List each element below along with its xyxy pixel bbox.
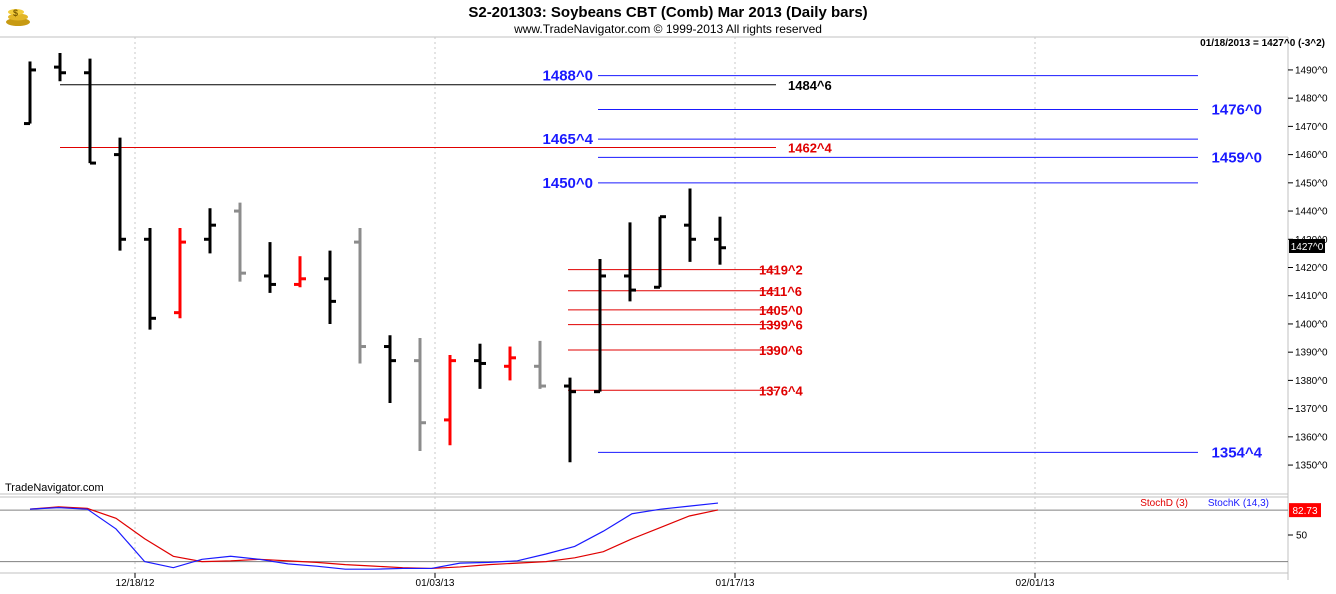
blue-level-label: 1465^4 <box>543 131 594 148</box>
ohlc-bar <box>264 242 276 293</box>
copyright-text: www.TradeNavigator.com © 1999-2013 All r… <box>513 22 822 36</box>
ohlc-bar <box>534 340 546 389</box>
x-tick-label: 01/17/13 <box>716 578 755 589</box>
x-tick-label: 12/18/12 <box>116 578 155 589</box>
y-tick-label: 1490^0 <box>1295 65 1328 76</box>
stoch-k-legend: StochK (14,3) <box>1208 498 1269 509</box>
stoch-d-legend: StochD (3) <box>1140 498 1188 509</box>
ohlc-bar <box>354 227 366 364</box>
chart-title: S2-201303: Soybeans CBT (Comb) Mar 2013 … <box>468 4 867 21</box>
ohlc-bar <box>504 346 516 381</box>
x-axis-ticks: 12/18/12 01/03/13 01/17/13 02/01/13 <box>116 573 1055 589</box>
red-level-label: 1390^6 <box>759 343 803 358</box>
red-level-label: 1399^6 <box>759 318 803 333</box>
y-tick-label: 1410^0 <box>1295 291 1328 302</box>
y-tick-label: 1400^0 <box>1295 319 1328 330</box>
ohlc-bars <box>24 53 726 463</box>
y-tick-label: 1480^0 <box>1295 94 1328 105</box>
stoch-last-value: 82.73 <box>1292 506 1317 517</box>
blue-level-label: 1354^4 <box>1212 444 1263 461</box>
y-tick-label: 1360^0 <box>1295 432 1328 443</box>
ohlc-bar <box>654 215 666 289</box>
y-tick-label: 1460^0 <box>1295 150 1328 161</box>
stoch-series-line <box>29 502 719 570</box>
y-tick-label: 1420^0 <box>1295 263 1328 274</box>
black-level-label: 1484^6 <box>788 78 832 93</box>
blue-level-label: 1488^0 <box>543 68 593 85</box>
ohlc-bar <box>714 216 726 265</box>
last-info-text: 01/18/2013 = 1427^0 (-3^2) <box>1200 38 1325 49</box>
level-lines: 1488^0 1476^0 1465^4 1459^0 1450^0 1354^4 1462… <box>60 68 1263 461</box>
y-tick-label: 1450^0 <box>1295 178 1328 189</box>
red-level-label: 1462^4 <box>788 141 833 156</box>
gold-coins-icon: $ <box>6 8 30 26</box>
ohlc-bar <box>24 61 36 126</box>
y-tick-label: 1390^0 <box>1295 348 1328 359</box>
x-tick-label: 02/01/13 <box>1016 578 1055 589</box>
blue-level-label: 1476^0 <box>1212 101 1262 118</box>
red-level-label: 1405^0 <box>759 303 803 318</box>
blue-level-label: 1450^0 <box>543 175 593 192</box>
vertical-gridlines <box>134 37 1036 573</box>
ohlc-bar <box>174 227 186 319</box>
y-axis-ticks: 1490^01480^01470^01460^01450^01440^01430… <box>1288 65 1328 472</box>
ohlc-bar <box>384 335 396 403</box>
ohlc-bar <box>204 208 216 254</box>
stoch-last-marker <box>1289 503 1321 518</box>
blue-level-label: 1459^0 <box>1212 149 1262 166</box>
ohlc-bar <box>234 202 246 282</box>
y-tick-label: 1470^0 <box>1295 122 1328 133</box>
ohlc-bar <box>144 227 156 330</box>
x-tick-label: 01/03/13 <box>416 578 455 589</box>
header-band <box>0 0 1336 37</box>
y-tick-label: 1380^0 <box>1295 376 1328 387</box>
ohlc-bar <box>684 188 696 262</box>
stochastic-panel: 50 StochD (3) StochK (14,3) 82.73 <box>0 498 1321 570</box>
y-tick-label: 1370^0 <box>1295 404 1328 415</box>
ohlc-bar <box>564 377 576 463</box>
ohlc-bar <box>84 58 96 165</box>
red-level-label: 1419^2 <box>759 263 803 278</box>
ohlc-bar <box>474 343 486 389</box>
y-tick-label: 1350^0 <box>1295 461 1328 472</box>
y-tick-label: 1440^0 <box>1295 207 1328 218</box>
ohlc-bar <box>114 137 126 251</box>
stoch-y-tick-label: 50 <box>1296 531 1308 542</box>
ohlc-bar <box>594 259 606 394</box>
last-price-label: 1427^0 <box>1291 242 1324 253</box>
ohlc-bar <box>324 250 336 324</box>
ohlc-bar <box>294 256 306 288</box>
ohlc-bar <box>444 354 456 446</box>
red-level-label: 1376^4 <box>759 383 804 398</box>
ohlc-bar <box>54 53 66 82</box>
red-level-label: 1411^6 <box>759 284 802 299</box>
stoch-series-line <box>29 506 719 570</box>
svg-text:$: $ <box>13 8 18 18</box>
ohlc-bar <box>414 338 426 451</box>
watermark-text: TradeNavigator.com <box>5 482 104 494</box>
ohlc-bar <box>624 222 636 302</box>
last-price-marker: 1427^0 <box>1289 239 1325 253</box>
